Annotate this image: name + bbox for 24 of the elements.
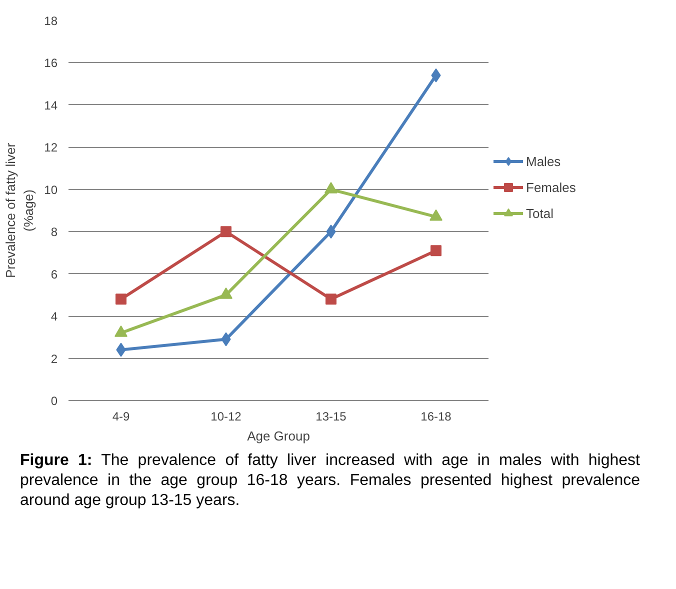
y-tick-label: 18 bbox=[44, 14, 58, 28]
point bbox=[430, 245, 442, 256]
y-tick-label: 16 bbox=[44, 56, 58, 70]
point bbox=[220, 226, 232, 238]
y-tick-label: 6 bbox=[50, 267, 58, 282]
y-tick-label: 4 bbox=[50, 310, 58, 324]
caption: Figure 1: The prevalence of fatty liver increased with age in males with highest prevalence in the age group 16-18 years. Females presented highest prevalence around age group 13-15 years. bbox=[20, 451, 640, 511]
x-tick-label: 13-15 bbox=[316, 410, 347, 424]
legend-label: Total bbox=[526, 206, 554, 220]
x-tick-label: 16-18 bbox=[420, 410, 452, 424]
y-tick-label: 14 bbox=[44, 98, 58, 112]
x-tick-label: 10-12 bbox=[210, 410, 242, 424]
y-tick-label: 2 bbox=[50, 352, 58, 366]
point bbox=[326, 294, 336, 305]
y-tick-label: 0 bbox=[50, 394, 58, 408]
y-tick-label: 12 bbox=[44, 140, 58, 155]
point bbox=[116, 294, 126, 305]
legend-label: Males bbox=[526, 154, 561, 168]
y-tick-label: 10 bbox=[44, 182, 58, 197]
x-axis-title: Age Group bbox=[247, 428, 310, 444]
legend-label: Females bbox=[526, 180, 576, 194]
x-tick-label: 4-9 bbox=[112, 410, 130, 424]
y-axis-title: Prevalence of fatty liver (%age) bbox=[3, 142, 36, 278]
y-tick-label: 8 bbox=[50, 225, 58, 240]
